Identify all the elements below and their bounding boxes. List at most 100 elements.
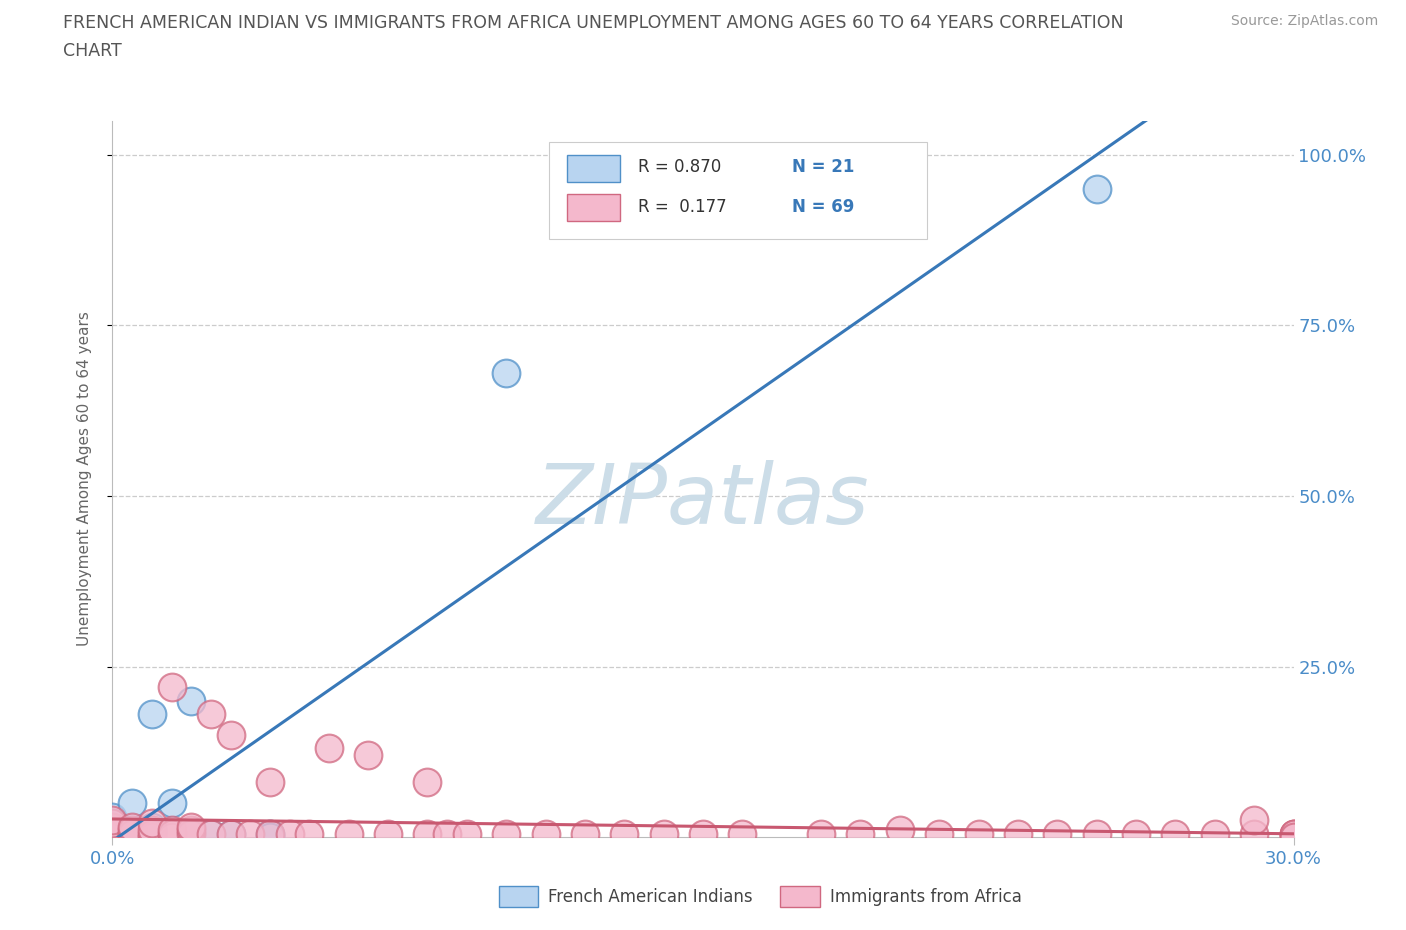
Point [121, 830, 143, 844]
Text: N = 21: N = 21 [792, 158, 853, 177]
Point [889, 823, 911, 838]
Text: CHART: CHART [63, 42, 122, 60]
Point [219, 826, 242, 841]
Point [298, 826, 321, 841]
Text: ZIPatlas: ZIPatlas [536, 460, 870, 541]
Point [495, 826, 517, 841]
Point [101, 830, 124, 844]
Point [101, 809, 124, 824]
Point [1243, 826, 1265, 841]
Point [200, 826, 222, 841]
Point [101, 826, 124, 841]
Point [1046, 826, 1069, 841]
Point [692, 826, 714, 841]
Text: R =  0.177: R = 0.177 [638, 198, 727, 216]
Point [121, 795, 143, 810]
Point [160, 826, 183, 841]
Point [1085, 181, 1108, 196]
FancyBboxPatch shape [567, 194, 620, 221]
Point [141, 826, 163, 841]
Point [101, 813, 124, 828]
Point [101, 816, 124, 830]
Point [1282, 826, 1305, 841]
Point [101, 819, 124, 834]
Point [259, 775, 281, 790]
Point [416, 775, 439, 790]
Point [101, 826, 124, 841]
Point [928, 826, 950, 841]
Point [101, 819, 124, 834]
Point [436, 826, 458, 841]
Point [849, 826, 872, 841]
Text: FRENCH AMERICAN INDIAN VS IMMIGRANTS FROM AFRICA UNEMPLOYMENT AMONG AGES 60 TO 6: FRENCH AMERICAN INDIAN VS IMMIGRANTS FRO… [63, 14, 1123, 32]
Point [180, 823, 202, 838]
Point [180, 819, 202, 834]
Point [121, 830, 143, 844]
Text: Immigrants from Africa: Immigrants from Africa [830, 887, 1021, 906]
Point [101, 823, 124, 838]
Point [1125, 826, 1147, 841]
Point [416, 826, 439, 841]
Point [141, 816, 163, 830]
Text: R = 0.870: R = 0.870 [638, 158, 721, 177]
Point [160, 795, 183, 810]
Point [1085, 826, 1108, 841]
Point [259, 826, 281, 841]
Point [200, 826, 222, 841]
Point [337, 826, 360, 841]
Point [121, 826, 143, 841]
Point [967, 826, 990, 841]
Point [1282, 826, 1305, 841]
Point [101, 823, 124, 838]
Point [141, 823, 163, 838]
Point [121, 823, 143, 838]
Point [259, 830, 281, 844]
Point [180, 826, 202, 841]
Point [574, 826, 596, 841]
Point [160, 680, 183, 695]
Point [200, 707, 222, 722]
Point [456, 826, 478, 841]
Point [141, 823, 163, 838]
Point [101, 826, 124, 841]
Text: Source: ZipAtlas.com: Source: ZipAtlas.com [1230, 14, 1378, 28]
Point [101, 830, 124, 844]
Point [534, 826, 557, 841]
Point [141, 830, 163, 844]
Point [101, 816, 124, 830]
Point [1282, 826, 1305, 841]
Point [731, 826, 754, 841]
Point [101, 830, 124, 844]
Point [259, 826, 281, 841]
FancyBboxPatch shape [550, 142, 928, 239]
Point [121, 819, 143, 834]
Point [121, 823, 143, 838]
Point [278, 826, 301, 841]
Point [357, 748, 380, 763]
Point [318, 741, 340, 756]
Point [141, 707, 163, 722]
Point [101, 823, 124, 838]
Point [101, 830, 124, 844]
Point [1243, 813, 1265, 828]
Point [121, 826, 143, 841]
Point [160, 830, 183, 844]
Point [239, 826, 262, 841]
Point [141, 826, 163, 841]
FancyBboxPatch shape [567, 154, 620, 181]
Point [810, 826, 832, 841]
Point [219, 727, 242, 742]
Point [1007, 826, 1029, 841]
Point [377, 826, 399, 841]
Point [495, 365, 517, 380]
Point [613, 826, 636, 841]
Y-axis label: Unemployment Among Ages 60 to 64 years: Unemployment Among Ages 60 to 64 years [77, 312, 91, 646]
Point [1282, 830, 1305, 844]
Point [652, 826, 675, 841]
Point [101, 826, 124, 841]
Point [160, 823, 183, 838]
Text: N = 69: N = 69 [792, 198, 853, 216]
Point [1204, 826, 1226, 841]
Point [141, 819, 163, 834]
Point [219, 826, 242, 841]
